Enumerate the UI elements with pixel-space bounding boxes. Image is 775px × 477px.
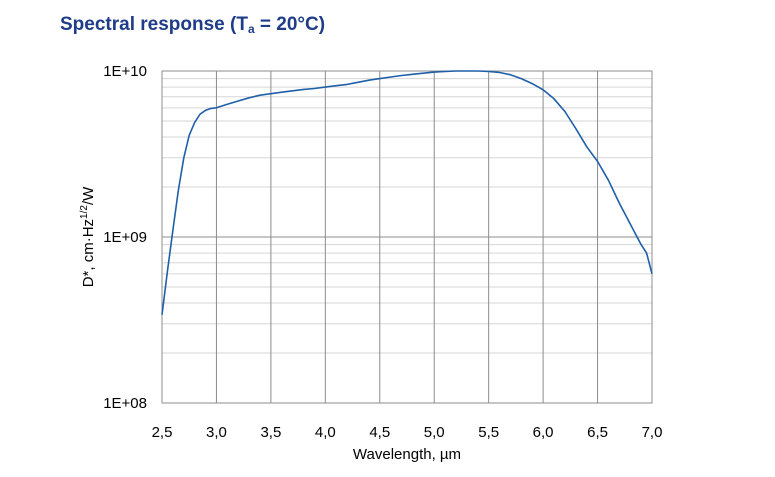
x-tick-label: 2,5 bbox=[152, 424, 173, 441]
x-tick-label: 3,5 bbox=[260, 424, 281, 441]
chart-title: Spectral response (Ta = 20°C) bbox=[60, 14, 326, 36]
x-tick-label: 4,0 bbox=[315, 424, 336, 441]
tick-labels: 2,5 3,0 3,5 4,0 4,5 5,0 5,5 6,0 6,5 7,0 1E+08 1E+09… bbox=[103, 63, 662, 441]
x-tick-label: 5,0 bbox=[424, 424, 445, 441]
y-tick-label: 1E+10 bbox=[103, 63, 147, 80]
x-tick-label: 6,5 bbox=[587, 424, 608, 441]
x-tick-label: 6,0 bbox=[533, 424, 554, 441]
y-tick-label: 1E+09 bbox=[103, 229, 147, 246]
x-tick-label: 7,0 bbox=[642, 424, 663, 441]
plot-area-border bbox=[161, 70, 653, 404]
x-tick-label: 4,5 bbox=[369, 424, 390, 441]
x-tick-label: 5,5 bbox=[478, 424, 499, 441]
grid-lines bbox=[161, 70, 653, 404]
x-tick-label: 3,0 bbox=[206, 424, 227, 441]
series-line bbox=[161, 70, 653, 315]
y-axis-label: D*, cm·Hz1/2/W bbox=[79, 186, 97, 287]
x-axis-label: Wavelength, µm bbox=[353, 446, 461, 463]
y-tick-label: 1E+08 bbox=[103, 395, 147, 412]
